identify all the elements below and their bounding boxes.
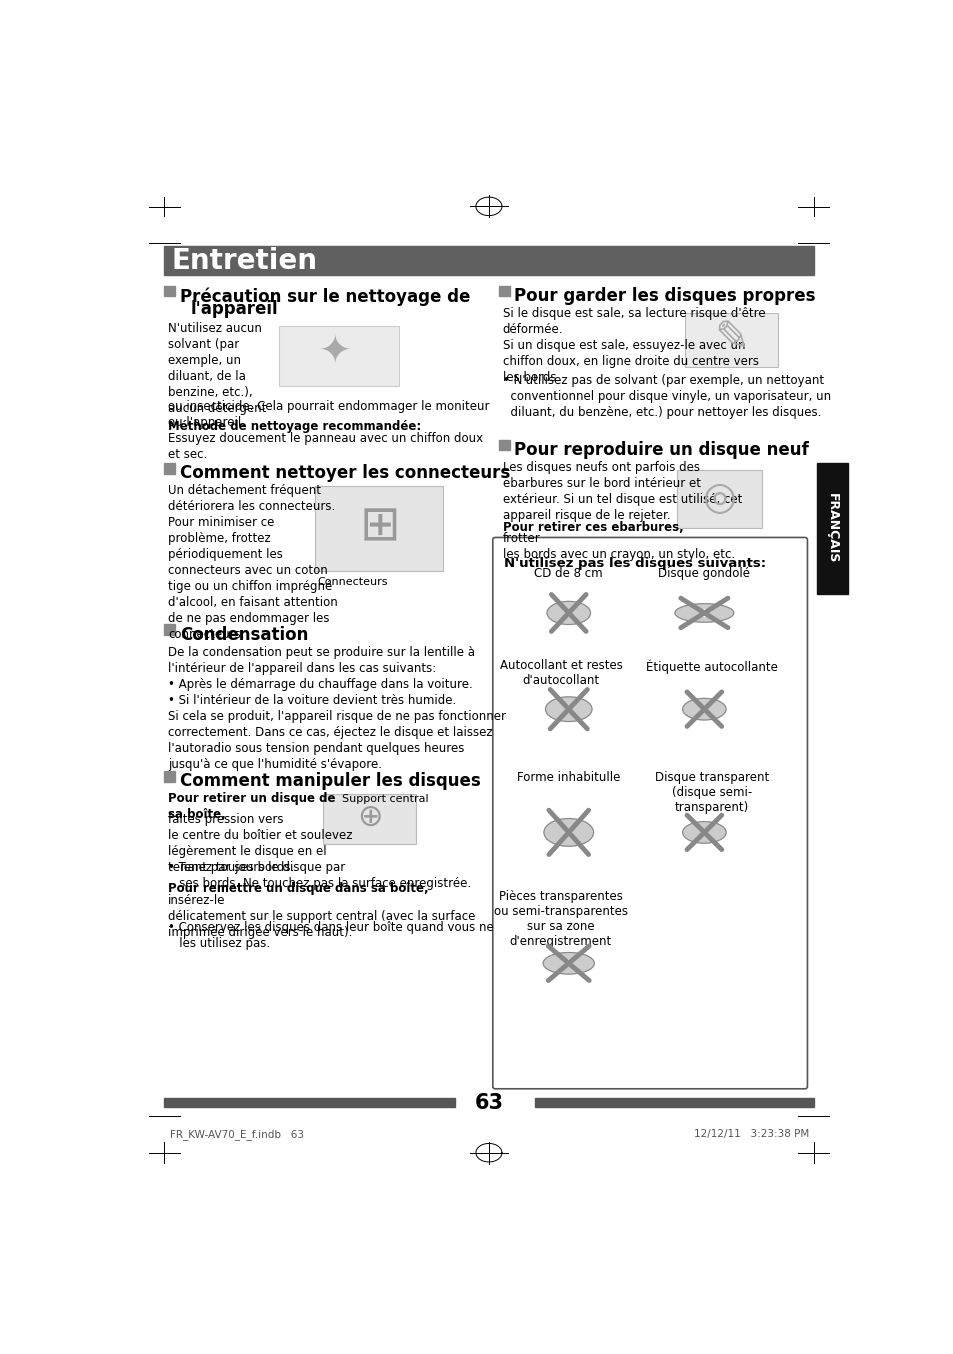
Text: Pour reproduire un disque neuf: Pour reproduire un disque neuf [514,441,808,459]
Text: Pièces transparentes
ou semi-transparentes
sur sa zone
d'enregistrement: Pièces transparentes ou semi-transparent… [494,890,627,948]
FancyBboxPatch shape [278,326,398,386]
Text: FRANÇAIS: FRANÇAIS [825,493,838,563]
Bar [816,463,847,593]
Ellipse shape [674,604,733,623]
FancyBboxPatch shape [677,470,761,528]
Text: Si le disque est sale, sa lecture risque d'être
déformée.
Si un disque est sale,: Si le disque est sale, sa lecture risque… [502,307,764,385]
FancyBboxPatch shape [315,486,443,570]
Text: • Tenez toujours le disque par
   ses bords. Ne touchez pas la surface enregistr: • Tenez toujours le disque par ses bords… [168,861,471,890]
Text: Disque transparent
(disque semi-
transparent): Disque transparent (disque semi- transpa… [655,770,768,814]
Bar [164,463,174,474]
Ellipse shape [545,697,592,722]
Text: N'utilisez aucun
solvant (par
exemple, un
diluant, de la
benzine, etc.),
aucun d: N'utilisez aucun solvant (par exemple, u… [168,322,266,414]
Text: Étiquette autocollante: Étiquette autocollante [645,659,778,674]
Circle shape [565,707,571,712]
Circle shape [565,960,571,967]
Text: faites pression vers
le centre du boîtier et soulevez
légèrement le disque en el: faites pression vers le centre du boîtie… [168,814,353,875]
Text: Pour remettre un disque dans sa boîte,: Pour remettre un disque dans sa boîte, [168,883,428,895]
Text: Pour retirer ces ebarbures,: Pour retirer ces ebarbures, [502,520,683,533]
Bar [534,1098,813,1108]
Ellipse shape [543,819,593,846]
Text: Essuyez doucement le panneau avec un chiffon doux
et sec.: Essuyez doucement le panneau avec un chi… [168,432,482,460]
Text: CD de 8 cm: CD de 8 cm [534,567,602,580]
FancyBboxPatch shape [493,538,806,1089]
Text: De la condensation peut se produire sur la lentille à
l'intérieur de l'appareil : De la condensation peut se produire sur … [168,646,505,770]
Text: 12/12/11   3:23:38 PM: 12/12/11 3:23:38 PM [693,1129,808,1139]
Text: Comment manipuler les disques: Comment manipuler les disques [179,772,480,791]
Bar [498,440,509,451]
Text: ✎: ✎ [713,317,748,359]
Text: Forme inhabitulle: Forme inhabitulle [517,770,619,784]
Circle shape [701,830,706,835]
Text: Condensation: Condensation [179,626,308,645]
Text: Comment nettoyer les connecteurs: Comment nettoyer les connecteurs [179,464,510,482]
Ellipse shape [542,952,594,974]
Text: Autocollant et restes
d'autocollant: Autocollant et restes d'autocollant [499,659,621,686]
Text: ⊞: ⊞ [359,502,399,551]
Bar [164,245,813,275]
Text: • N'utilisez pas de solvant (par exemple, un nettoyant
  conventionnel pour disq: • N'utilisez pas de solvant (par exemple… [502,374,830,420]
Text: N'utilisez pas les disques suivants:: N'utilisez pas les disques suivants: [504,556,766,570]
Bar [164,286,174,297]
Text: Support central: Support central [342,793,429,804]
Text: 63: 63 [474,1093,503,1113]
Bar [498,286,509,297]
Text: ✦: ✦ [318,333,351,371]
Bar [164,1098,455,1108]
Bar [164,624,174,635]
Ellipse shape [546,601,590,624]
Text: Précaution sur le nettoyage de: Précaution sur le nettoyage de [179,287,470,306]
Ellipse shape [682,822,725,844]
Ellipse shape [682,699,725,720]
Text: FR_KW-AV70_E_f.indb   63: FR_KW-AV70_E_f.indb 63 [170,1129,303,1140]
Text: Disque gondolé: Disque gondolé [658,567,750,580]
Circle shape [565,830,571,835]
Bar [164,770,174,781]
Text: Un détachement fréquent
détériorera les connecteurs.
Pour minimiser ce
problème,: Un détachement fréquent détériorera les … [168,485,337,642]
Text: ou insecticide. Cela pourrait endommager le moniteur
ou l'appareil.: ou insecticide. Cela pourrait endommager… [168,399,489,429]
Text: l'appareil: l'appareil [191,299,278,318]
Text: insérez-le
délicatement sur le support central (avec la surface
imprimée dirigée: insérez-le délicatement sur le support c… [168,894,475,938]
Text: frotter
les bords avec un crayon, un stylo, etc.: frotter les bords avec un crayon, un sty… [502,532,734,561]
Text: Méthode de nettoyage recommandée:: Méthode de nettoyage recommandée: [168,421,421,433]
FancyBboxPatch shape [323,793,416,844]
Circle shape [701,707,706,712]
Text: ⊕: ⊕ [356,803,382,833]
Text: ◎: ◎ [702,479,736,517]
Text: Pour retirer un disque de
sa boîte,: Pour retirer un disque de sa boîte, [168,792,335,822]
Text: Entretien: Entretien [172,246,317,275]
Text: • Conservez les disques dans leur boîte quand vous ne
   les utilisez pas.: • Conservez les disques dans leur boîte … [168,921,494,951]
Circle shape [565,611,571,616]
Circle shape [700,609,707,616]
FancyBboxPatch shape [684,313,778,367]
Text: Pour garder les disques propres: Pour garder les disques propres [514,287,815,305]
Text: Connecteurs: Connecteurs [317,577,388,586]
Text: Les disques neufs ont parfois des
ebarbures sur le bord intérieur et
extérieur. : Les disques neufs ont parfois des ebarbu… [502,462,741,523]
